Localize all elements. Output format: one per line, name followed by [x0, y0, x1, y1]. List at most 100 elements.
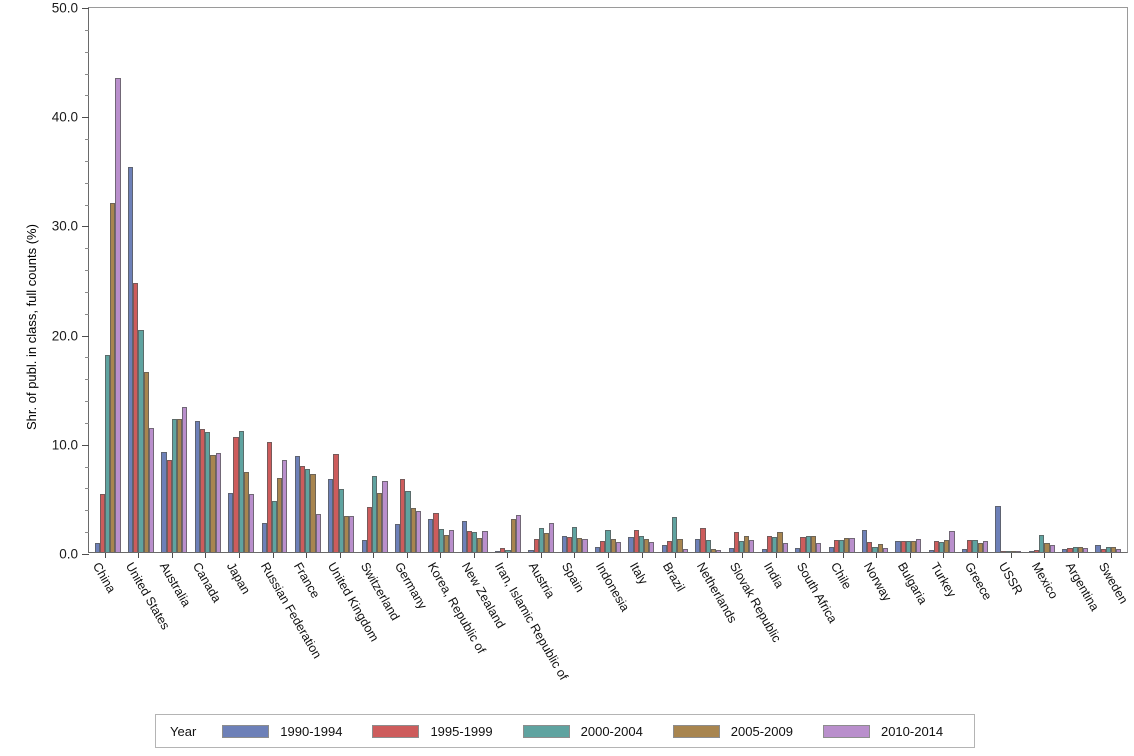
bar[interactable] [438, 529, 444, 552]
bar[interactable] [528, 549, 534, 552]
bar[interactable] [767, 535, 773, 552]
bar[interactable] [905, 541, 911, 552]
bar[interactable] [176, 418, 183, 552]
bar[interactable] [977, 543, 983, 552]
bar[interactable] [982, 541, 988, 552]
bar[interactable] [933, 541, 940, 552]
bar[interactable] [962, 548, 968, 552]
bar[interactable] [705, 540, 711, 552]
bar[interactable] [510, 519, 516, 552]
bar[interactable] [333, 453, 339, 552]
bar[interactable] [561, 535, 567, 552]
bar[interactable] [605, 530, 611, 552]
bar[interactable] [1082, 547, 1089, 552]
bar[interactable] [1095, 545, 1101, 552]
bar[interactable] [194, 420, 200, 552]
bar[interactable] [143, 371, 149, 552]
bar[interactable] [394, 523, 401, 552]
bar[interactable] [105, 355, 111, 552]
bar[interactable] [199, 428, 206, 552]
bar[interactable] [477, 537, 483, 552]
bar[interactable] [348, 515, 355, 552]
bar[interactable] [328, 478, 334, 552]
bar[interactable] [572, 526, 578, 552]
bar[interactable] [738, 541, 745, 552]
bar[interactable] [361, 540, 367, 552]
bar[interactable] [338, 488, 344, 552]
legend-item[interactable]: 2010-2014 [822, 724, 943, 739]
bar[interactable] [800, 536, 806, 552]
bar[interactable] [495, 550, 501, 552]
bar[interactable] [215, 452, 221, 552]
bar[interactable] [872, 546, 878, 552]
bar[interactable] [1116, 548, 1122, 552]
bar[interactable] [633, 530, 639, 552]
bar[interactable] [695, 538, 701, 552]
bar[interactable] [166, 460, 172, 552]
bar[interactable] [210, 454, 216, 552]
bar[interactable] [1028, 550, 1034, 552]
bar[interactable] [400, 478, 406, 552]
bar[interactable] [1005, 551, 1011, 552]
bar[interactable] [638, 535, 645, 552]
bar[interactable] [672, 517, 678, 552]
bar[interactable] [277, 477, 283, 552]
bar[interactable] [972, 540, 978, 552]
bar[interactable] [849, 537, 855, 552]
bar[interactable] [667, 541, 673, 552]
bar[interactable] [805, 535, 811, 552]
bar[interactable] [366, 507, 372, 552]
bar[interactable] [405, 490, 411, 552]
bar[interactable] [300, 465, 306, 552]
bar[interactable] [649, 542, 655, 552]
bar[interactable] [1062, 549, 1068, 552]
bar[interactable] [466, 531, 473, 552]
bar[interactable] [677, 538, 683, 552]
bar[interactable] [733, 532, 739, 552]
bar[interactable] [171, 418, 177, 552]
bar[interactable] [744, 535, 750, 552]
bar[interactable] [1105, 546, 1112, 552]
bar[interactable] [1010, 551, 1017, 552]
bar[interactable] [715, 549, 722, 552]
bar[interactable] [515, 514, 521, 552]
bar[interactable] [916, 538, 922, 552]
bar[interactable] [816, 543, 822, 552]
bar[interactable] [928, 549, 934, 552]
bar[interactable] [182, 406, 188, 552]
bar[interactable] [415, 510, 421, 552]
bar[interactable] [1072, 546, 1078, 552]
bar[interactable] [238, 430, 244, 552]
bar[interactable] [644, 538, 650, 552]
bar[interactable] [533, 538, 539, 552]
bar[interactable] [861, 530, 868, 552]
bar[interactable] [577, 537, 583, 552]
bar[interactable] [833, 540, 839, 552]
bar[interactable] [233, 437, 239, 552]
bar[interactable] [148, 427, 154, 552]
bar[interactable] [700, 527, 706, 552]
bar[interactable] [1000, 551, 1006, 552]
bar[interactable] [995, 506, 1001, 552]
bar[interactable] [543, 533, 550, 552]
legend-item[interactable]: 1990-1994 [222, 724, 342, 739]
bar[interactable] [944, 540, 950, 552]
bar[interactable] [266, 441, 272, 552]
bar[interactable] [877, 544, 883, 552]
bar[interactable] [882, 547, 888, 552]
bar[interactable] [382, 481, 388, 552]
bar[interactable] [343, 515, 349, 552]
bar[interactable] [500, 547, 506, 552]
bar[interactable] [294, 455, 301, 552]
bar[interactable] [895, 541, 901, 552]
bar[interactable] [482, 531, 488, 552]
legend-item[interactable]: 1995-1999 [372, 724, 493, 739]
bar[interactable] [1077, 546, 1083, 552]
bar[interactable] [682, 548, 688, 552]
bar[interactable] [828, 546, 834, 552]
legend-item[interactable]: 2005-2009 [672, 724, 793, 739]
bar[interactable] [1016, 551, 1022, 552]
bar[interactable] [138, 330, 144, 552]
bar[interactable] [949, 531, 955, 552]
bar[interactable] [228, 493, 234, 552]
